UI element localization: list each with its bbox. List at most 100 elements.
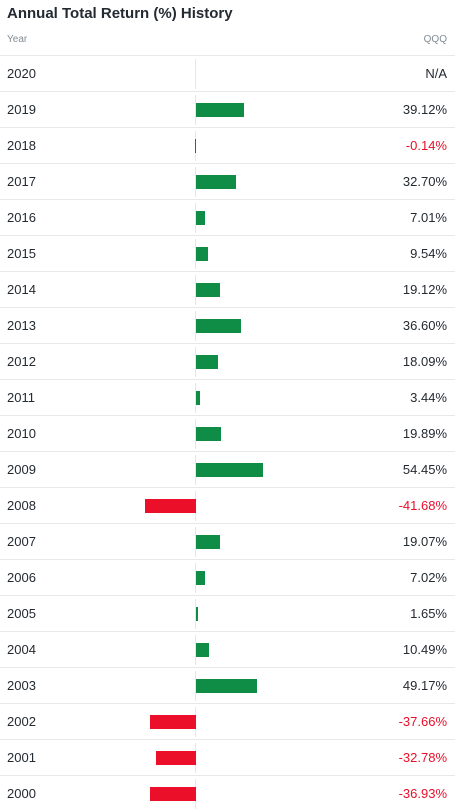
- zero-axis-line: [195, 311, 196, 341]
- return-bar: [144, 499, 196, 513]
- chart-title: Annual Total Return (%) History: [7, 5, 233, 22]
- table-row: 2017 32.70%: [0, 163, 455, 199]
- year-label: 2006: [7, 570, 36, 585]
- year-label: 2003: [7, 678, 36, 693]
- series-column-header: QQQ: [423, 34, 447, 45]
- year-label: 2020: [7, 66, 36, 81]
- return-value: 54.45%: [402, 462, 447, 477]
- zero-axis-line: [195, 239, 196, 269]
- year-label: 2012: [7, 354, 36, 369]
- zero-axis-line: [195, 671, 196, 701]
- table-row: 2003 49.17%: [0, 667, 455, 703]
- return-value: 3.44%: [410, 390, 447, 405]
- table-row: 2002 -37.66%: [0, 703, 455, 739]
- zero-axis-line: [195, 167, 196, 197]
- return-bar: [196, 319, 242, 333]
- zero-axis-line: [195, 635, 196, 665]
- table-row: 2006 7.02%: [0, 559, 455, 595]
- year-label: 2001: [7, 750, 36, 765]
- zero-axis-line: [195, 599, 196, 629]
- year-label: 2013: [7, 318, 36, 333]
- return-bar: [196, 175, 237, 189]
- return-value: 1.65%: [410, 606, 447, 621]
- table-row: 2019 39.12%: [0, 91, 455, 127]
- table-row: 2009 54.45%: [0, 451, 455, 487]
- table-row: 2015 9.54%: [0, 235, 455, 271]
- year-label: 2002: [7, 714, 36, 729]
- zero-axis-line: [195, 527, 196, 557]
- table-row: 2000 -36.93%: [0, 775, 455, 811]
- year-label: 2004: [7, 642, 36, 657]
- return-value: -36.93%: [398, 786, 447, 801]
- table-row: 2014 19.12%: [0, 271, 455, 307]
- year-label: 2007: [7, 534, 36, 549]
- return-value: N/A: [425, 66, 447, 81]
- return-value: 7.01%: [410, 210, 447, 225]
- zero-axis-line: [195, 347, 196, 377]
- return-bar: [196, 463, 264, 477]
- return-bar: [196, 427, 221, 441]
- return-bar: [150, 787, 196, 801]
- return-bar: [196, 247, 208, 261]
- return-bar: [196, 607, 198, 621]
- year-label: 2017: [7, 174, 36, 189]
- year-label: 2000: [7, 786, 36, 801]
- return-bar: [195, 139, 196, 153]
- return-value: 39.12%: [402, 102, 447, 117]
- table-row: 2004 10.49%: [0, 631, 455, 667]
- year-column-header: Year: [7, 34, 28, 45]
- return-value: 49.17%: [402, 678, 447, 693]
- year-label: 2018: [7, 138, 36, 153]
- return-value: -0.14%: [405, 138, 447, 153]
- return-value: 19.12%: [402, 282, 447, 297]
- year-label: 2019: [7, 102, 36, 117]
- return-bar: [149, 715, 196, 729]
- zero-axis-line: [195, 563, 196, 593]
- zero-axis-line: [195, 419, 196, 449]
- return-bar: [196, 283, 220, 297]
- return-value: -32.78%: [398, 750, 447, 765]
- table-row: 2007 19.07%: [0, 523, 455, 559]
- table-row: 2012 18.09%: [0, 343, 455, 379]
- return-bar: [196, 679, 257, 693]
- table-row: 2011 3.44%: [0, 379, 455, 415]
- return-value: -37.66%: [398, 714, 447, 729]
- return-bar: [196, 355, 219, 369]
- zero-axis-line: [195, 95, 196, 125]
- year-label: 2005: [7, 606, 36, 621]
- year-label: 2011: [7, 390, 35, 405]
- table-row: 2008 -41.68%: [0, 487, 455, 523]
- zero-axis-line: [195, 383, 196, 413]
- return-value: 7.02%: [410, 570, 447, 585]
- return-bar: [196, 643, 209, 657]
- zero-axis-line: [195, 455, 196, 485]
- table-row: 2013 36.60%: [0, 307, 455, 343]
- returns-table: 2020 N/A 2019 39.12% 2018 -0.14% 2017 32.70% 201…: [0, 55, 455, 811]
- table-row: 2005 1.65%: [0, 595, 455, 631]
- return-bar: [196, 211, 205, 225]
- year-label: 2014: [7, 282, 36, 297]
- return-bar: [196, 103, 245, 117]
- return-value: 19.89%: [402, 426, 447, 441]
- return-value: 19.07%: [402, 534, 447, 549]
- return-bar: [155, 751, 196, 765]
- table-row: 2016 7.01%: [0, 199, 455, 235]
- table-row: 2020 N/A: [0, 55, 455, 91]
- year-label: 2015: [7, 246, 36, 261]
- table-row: 2001 -32.78%: [0, 739, 455, 775]
- table-row: 2018 -0.14%: [0, 127, 455, 163]
- table-row: 2010 19.89%: [0, 415, 455, 451]
- return-value: 18.09%: [402, 354, 447, 369]
- zero-axis-line: [195, 59, 196, 89]
- table-header: Year QQQ: [0, 34, 455, 54]
- year-label: 2008: [7, 498, 36, 513]
- return-bar: [196, 391, 201, 405]
- return-value: 32.70%: [402, 174, 447, 189]
- return-bar: [196, 535, 220, 549]
- zero-axis-line: [195, 203, 196, 233]
- year-label: 2009: [7, 462, 36, 477]
- return-bar: [196, 571, 205, 585]
- return-value: 36.60%: [402, 318, 447, 333]
- return-value: -41.68%: [398, 498, 447, 513]
